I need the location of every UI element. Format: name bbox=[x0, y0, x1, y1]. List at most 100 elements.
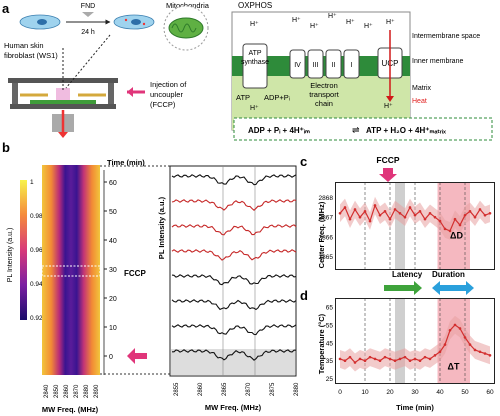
data-point bbox=[373, 204, 377, 207]
d-x-tick: 30 bbox=[411, 389, 419, 396]
panel-c: c FCCP Center Freq. (MHz) ΔD 28682867286… bbox=[300, 154, 495, 270]
etc-complex-label: I bbox=[351, 62, 353, 69]
adp-label: ADP+Pᵢ bbox=[264, 93, 290, 102]
colorbar-tick: 0.94 bbox=[30, 281, 43, 288]
data-point bbox=[373, 357, 377, 361]
delta-d-label: ΔD bbox=[450, 231, 463, 241]
proton-labels: H⁺ H⁺ H⁺ H⁺ H⁺ H⁺ H⁺ H⁺ H⁺ bbox=[250, 13, 395, 112]
fccp-highlight bbox=[41, 265, 101, 277]
proton-label: H⁺ bbox=[250, 105, 259, 112]
d-y-tick: 55 bbox=[326, 322, 334, 329]
time-tick: 0 bbox=[109, 354, 113, 361]
data-point bbox=[443, 227, 447, 231]
baseline-arrow bbox=[127, 348, 147, 364]
spectrum-trace bbox=[171, 274, 297, 286]
heatmap-x-tick: 2840 bbox=[44, 384, 50, 398]
panel-b: b PL Intensity (a.u.) 10.980.960.940.92 … bbox=[2, 140, 300, 414]
data-point bbox=[383, 210, 387, 213]
d-x-tick: 0 bbox=[338, 389, 342, 396]
data-point bbox=[393, 208, 397, 211]
data-point bbox=[368, 355, 372, 359]
data-point bbox=[413, 213, 417, 217]
data-point bbox=[398, 211, 402, 215]
fnd-label: FND bbox=[81, 3, 95, 10]
d-y-tick: 65 bbox=[326, 304, 334, 311]
c-y-tick: 2868 bbox=[319, 195, 334, 202]
etc-label-1: Electron bbox=[310, 81, 338, 90]
data-point bbox=[388, 217, 392, 221]
duration-label: Duration bbox=[432, 270, 465, 279]
data-point bbox=[363, 359, 367, 363]
spectrum-trace bbox=[171, 174, 297, 186]
data-point bbox=[408, 206, 412, 209]
panel-d: d Latency Duration Temperature (°C) ΔT 6… bbox=[300, 270, 495, 412]
data-point bbox=[483, 352, 487, 355]
data-point bbox=[483, 213, 487, 217]
data-point bbox=[468, 210, 472, 213]
heatmap-x-tick: 2880 bbox=[84, 384, 90, 398]
data-point bbox=[458, 223, 462, 227]
data-point bbox=[408, 359, 412, 363]
data-point bbox=[363, 210, 367, 213]
data-point bbox=[463, 336, 467, 339]
data-point bbox=[438, 219, 442, 223]
colorbar-ticks: 1 0.98 0.96 0.94 0.92 bbox=[30, 179, 43, 322]
time-tick: 20 bbox=[109, 296, 117, 303]
atp-synthase-label-2: synthase bbox=[241, 59, 269, 66]
data-point bbox=[433, 354, 437, 357]
etc-complex-I bbox=[343, 49, 360, 79]
pipette-icon bbox=[82, 12, 94, 17]
data-point bbox=[358, 215, 362, 219]
spectra-x-tick: 2865 bbox=[222, 382, 228, 396]
mitochondrion-icon bbox=[163, 5, 209, 51]
data-point bbox=[378, 213, 382, 217]
data-point bbox=[423, 217, 427, 221]
data-point bbox=[418, 210, 422, 213]
latency-label: Latency bbox=[392, 270, 423, 279]
fccp-band bbox=[395, 298, 405, 384]
atp-synthase bbox=[242, 43, 268, 89]
spectra-frame bbox=[169, 165, 297, 377]
inner-membrane-label: Inner membrane bbox=[412, 58, 463, 65]
colorbar-tick: 0.92 bbox=[30, 315, 43, 322]
colorbar bbox=[20, 180, 27, 320]
cell-label-line1: Human skin bbox=[4, 41, 44, 50]
proton-label: H⁺ bbox=[328, 13, 337, 20]
fccp-band bbox=[395, 182, 405, 270]
data-point bbox=[353, 208, 357, 211]
etc-complex-label: II bbox=[332, 62, 336, 69]
c-y-ticks: 2868 2867 2866 2865 bbox=[319, 195, 334, 261]
data-point bbox=[428, 211, 432, 215]
data-point bbox=[473, 348, 477, 352]
spectra-x-tick: 2855 bbox=[174, 382, 180, 396]
heatmap-x-tick: 2870 bbox=[74, 384, 80, 398]
d-x-tick: 10 bbox=[361, 389, 369, 396]
data-point bbox=[478, 350, 482, 354]
data-point bbox=[338, 211, 342, 215]
data-point bbox=[378, 359, 382, 363]
panel-a: a FND 24 h Human skin fibroblast (WS1) M… bbox=[2, 1, 493, 141]
proton-label: H⁺ bbox=[310, 23, 319, 30]
data-point bbox=[343, 359, 347, 363]
d-x-tick: 20 bbox=[386, 389, 394, 396]
fccp-marker-label-b: FCCP bbox=[124, 269, 146, 278]
equation-right: ATP + H₂O + 4H⁺ₘₐₜᵣᵢₓ bbox=[366, 126, 446, 135]
etc-complex-label: III bbox=[313, 62, 319, 69]
mitochondria-label: Mitochondria bbox=[166, 1, 210, 10]
data-point bbox=[418, 359, 422, 363]
data-point bbox=[433, 215, 437, 219]
data-point bbox=[473, 215, 477, 219]
panel-label-a: a bbox=[2, 1, 10, 16]
heatmap-x-tick: 2860 bbox=[64, 384, 70, 398]
c-ylabel: Center Freq. (MHz) bbox=[317, 201, 326, 268]
colorbar-tick: 1 bbox=[30, 179, 34, 186]
data-point bbox=[348, 217, 352, 221]
d-y-tick: 25 bbox=[326, 376, 334, 383]
atp-synthase-label-1: ATP bbox=[248, 50, 261, 57]
etc-complex-IV bbox=[289, 49, 306, 79]
cell-label-line2: fibroblast (WS1) bbox=[4, 51, 58, 60]
delta-t-label: ΔT bbox=[448, 362, 460, 372]
time-tick: 40 bbox=[109, 238, 117, 245]
heatmap bbox=[42, 165, 100, 375]
data-point bbox=[423, 355, 427, 359]
